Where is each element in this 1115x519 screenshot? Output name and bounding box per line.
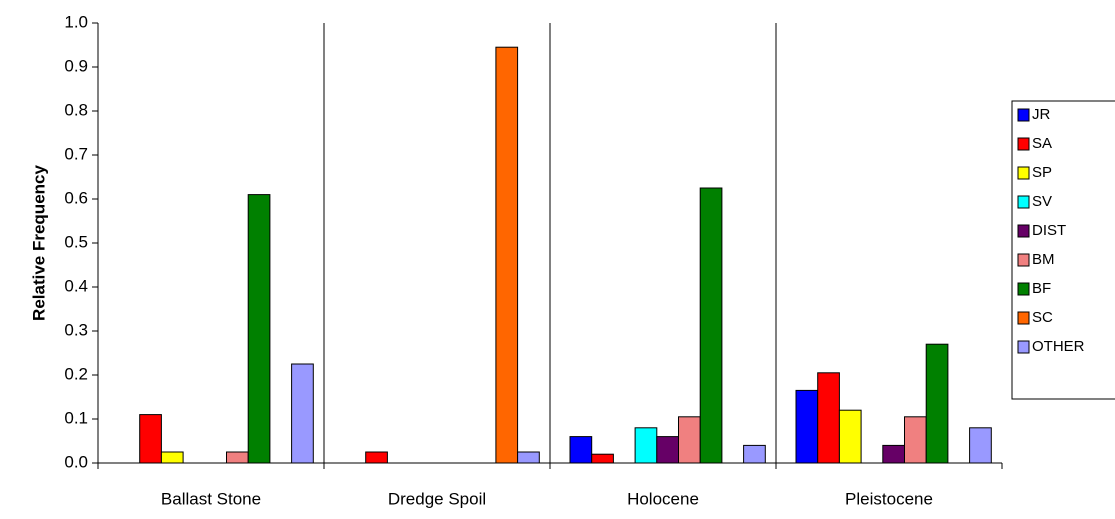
- bar: [678, 416, 701, 464]
- bar: [569, 436, 593, 464]
- legend-swatch: [1017, 137, 1030, 151]
- legend-label: BM: [1032, 251, 1055, 268]
- legend-swatch: [1017, 224, 1030, 238]
- legend-swatch: [1017, 253, 1030, 267]
- y-tick-label: 0.8: [64, 100, 88, 119]
- legend-swatch: [1017, 195, 1030, 209]
- bar: [495, 46, 519, 464]
- legend-swatch: [1017, 282, 1030, 296]
- bar: [817, 372, 840, 464]
- bar: [699, 187, 723, 464]
- bar: [656, 436, 679, 464]
- bar: [160, 451, 184, 464]
- legend-swatch: [1017, 108, 1030, 122]
- bar: [591, 453, 614, 464]
- bar: [634, 427, 658, 464]
- bar: [139, 414, 162, 464]
- bar: [291, 363, 314, 464]
- legend-label: BF: [1032, 280, 1051, 297]
- y-tick-label: 0.7: [64, 144, 88, 163]
- y-axis-label: Relative Frequency: [29, 165, 48, 321]
- bar: [838, 409, 862, 464]
- y-tick-label: 1.0: [64, 12, 88, 31]
- legend-label: SC: [1032, 309, 1053, 326]
- legend-label: JR: [1032, 106, 1051, 123]
- bar: [226, 451, 249, 464]
- legend-label: DIST: [1032, 222, 1066, 239]
- y-tick-label: 0.6: [64, 188, 88, 207]
- bar: [517, 451, 540, 464]
- y-tick-label: 0.5: [64, 232, 88, 251]
- x-tick-label: Holocene: [627, 489, 699, 508]
- y-tick-label: 0.0: [64, 452, 88, 471]
- legend-swatch: [1017, 166, 1030, 180]
- legend-swatch: [1017, 311, 1030, 325]
- legend-label: SV: [1032, 193, 1052, 210]
- legend-label: SA: [1032, 135, 1052, 152]
- bar: [743, 444, 766, 464]
- x-tick-label: Dredge Spoil: [388, 489, 486, 508]
- y-tick-label: 0.4: [64, 276, 88, 295]
- legend-label: SP: [1032, 164, 1052, 181]
- legend: JR SA SP SV DIST BM BF SC OTHER: [1011, 100, 1115, 400]
- bar: [925, 343, 949, 464]
- bar: [969, 427, 992, 464]
- y-tick-label: 0.9: [64, 56, 88, 75]
- x-tick-label: Ballast Stone: [161, 489, 261, 508]
- bar: [882, 444, 905, 464]
- bar: [795, 389, 819, 464]
- y-tick-label: 0.1: [64, 408, 88, 427]
- bar: [247, 194, 271, 464]
- legend-swatch: [1017, 340, 1030, 354]
- legend-label: OTHER: [1032, 338, 1085, 355]
- y-tick-label: 0.2: [64, 364, 88, 383]
- x-tick-label: Pleistocene: [845, 489, 933, 508]
- bar: [904, 416, 927, 464]
- bar: [365, 451, 388, 464]
- y-tick-label: 0.3: [64, 320, 88, 339]
